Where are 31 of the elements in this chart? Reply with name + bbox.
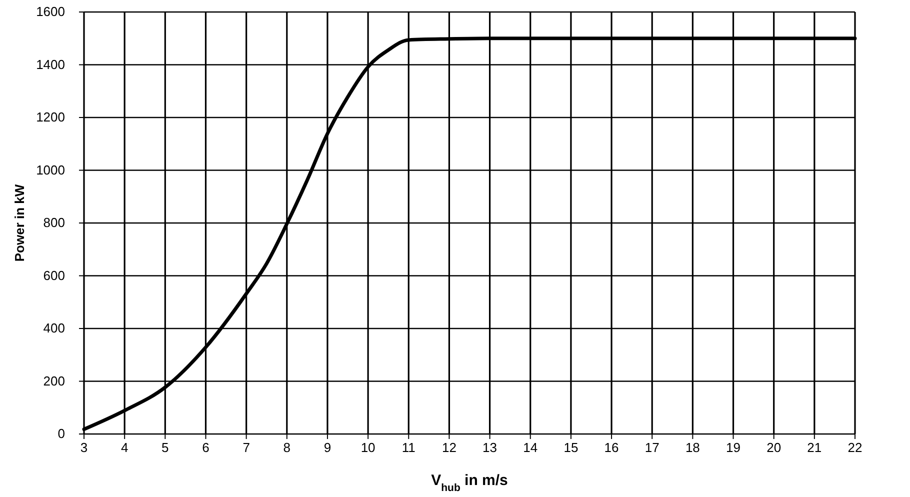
x-tick-label: 21	[807, 440, 822, 456]
y-tick-label: 0	[58, 426, 65, 442]
x-tick-label: 12	[442, 440, 456, 456]
y-tick-label: 1400	[36, 56, 65, 72]
x-tick-label: 11	[402, 440, 416, 456]
y-tick-label: 1600	[36, 4, 65, 20]
x-tick-label: 4	[120, 440, 128, 456]
x-tick-label: 7	[242, 440, 250, 456]
x-tick-label: 14	[523, 440, 538, 456]
x-tick-label: 10	[360, 440, 376, 456]
y-tick-label: 400	[43, 320, 65, 336]
x-tick-label: 13	[482, 440, 498, 456]
x-tick-label: 17	[644, 440, 660, 456]
x-tick-label: 20	[766, 440, 782, 456]
x-tick-label: 5	[162, 440, 169, 456]
x-tick-label: 16	[604, 440, 619, 456]
x-tick-label: 3	[80, 440, 88, 456]
x-tick-label: 6	[202, 440, 210, 456]
x-tick-label: 19	[726, 440, 740, 456]
x-tick-label: 18	[685, 440, 700, 456]
x-tick-label: 9	[324, 440, 332, 456]
y-tick-label: 1000	[36, 162, 65, 178]
y-tick-label: 800	[43, 215, 65, 230]
y-axis-title: Power in kW	[12, 184, 27, 262]
x-tick-label: 8	[283, 440, 291, 456]
y-tick-label: 200	[43, 373, 65, 388]
x-tick-label: 15	[564, 440, 578, 456]
x-axis-title: V$_{hub}$ in m/s	[431, 472, 508, 494]
y-tick-label: 1200	[36, 110, 65, 125]
x-tick-label: 22	[848, 440, 862, 456]
y-tick-label: 600	[43, 268, 65, 283]
